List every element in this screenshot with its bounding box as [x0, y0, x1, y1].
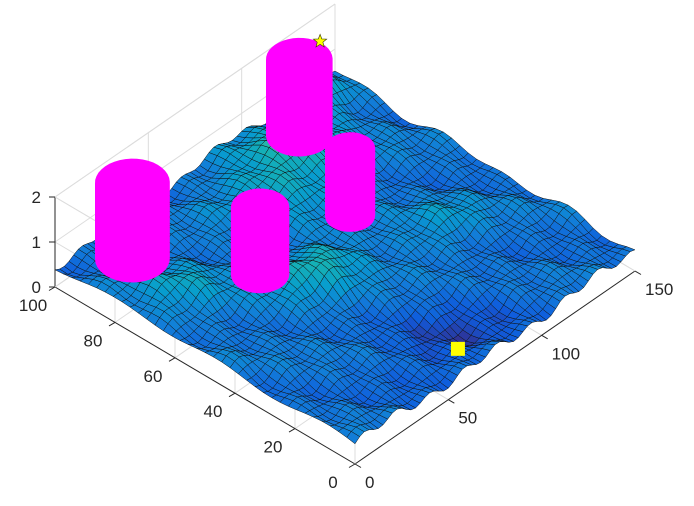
obstacle-cylinder — [266, 37, 333, 157]
y-tick-mark — [348, 463, 356, 468]
z-tick-label: 1 — [32, 233, 41, 252]
obstacle-cylinder — [325, 132, 376, 232]
obstacle-body — [95, 158, 170, 283]
start-marker — [450, 341, 465, 356]
obstacle-body — [230, 188, 290, 294]
y-tick-mark — [288, 428, 296, 433]
y-axis-line — [54, 286, 356, 465]
x-tick-mark — [541, 334, 548, 340]
obstacle-cylinder — [95, 158, 170, 283]
x-tick-label: 150 — [645, 280, 673, 299]
y-tick-mark — [168, 357, 176, 362]
x-tick-mark — [448, 399, 455, 404]
y-tick-label: 0 — [328, 473, 337, 492]
surface-patch — [621, 246, 636, 252]
y-tick-label: 80 — [84, 331, 103, 350]
surface-layer — [54, 33, 636, 445]
x-tick-mark — [354, 463, 362, 468]
x-tick-label: 0 — [365, 473, 374, 492]
goal-marker — [312, 33, 328, 48]
back-top-edge — [54, 3, 336, 198]
x-tick-mark — [634, 270, 642, 275]
x-axis-line — [354, 270, 636, 465]
z-tick-label: 2 — [32, 188, 41, 207]
obstacle-cylinder — [230, 188, 290, 294]
y-tick-mark — [228, 392, 236, 398]
y-tick-mark — [108, 321, 116, 327]
x-tick-label: 100 — [552, 344, 580, 363]
y-tick-label: 60 — [144, 367, 163, 386]
y-tick-label: 20 — [264, 438, 283, 457]
y-tick-label: 40 — [204, 402, 223, 421]
z-tick-label: 0 — [32, 278, 41, 297]
x-tick-label: 50 — [458, 409, 477, 428]
y-tick-label: 100 — [19, 296, 47, 315]
y-tick-mark — [48, 286, 56, 291]
obstacle-body — [325, 132, 376, 232]
obstacle-body — [266, 37, 333, 157]
